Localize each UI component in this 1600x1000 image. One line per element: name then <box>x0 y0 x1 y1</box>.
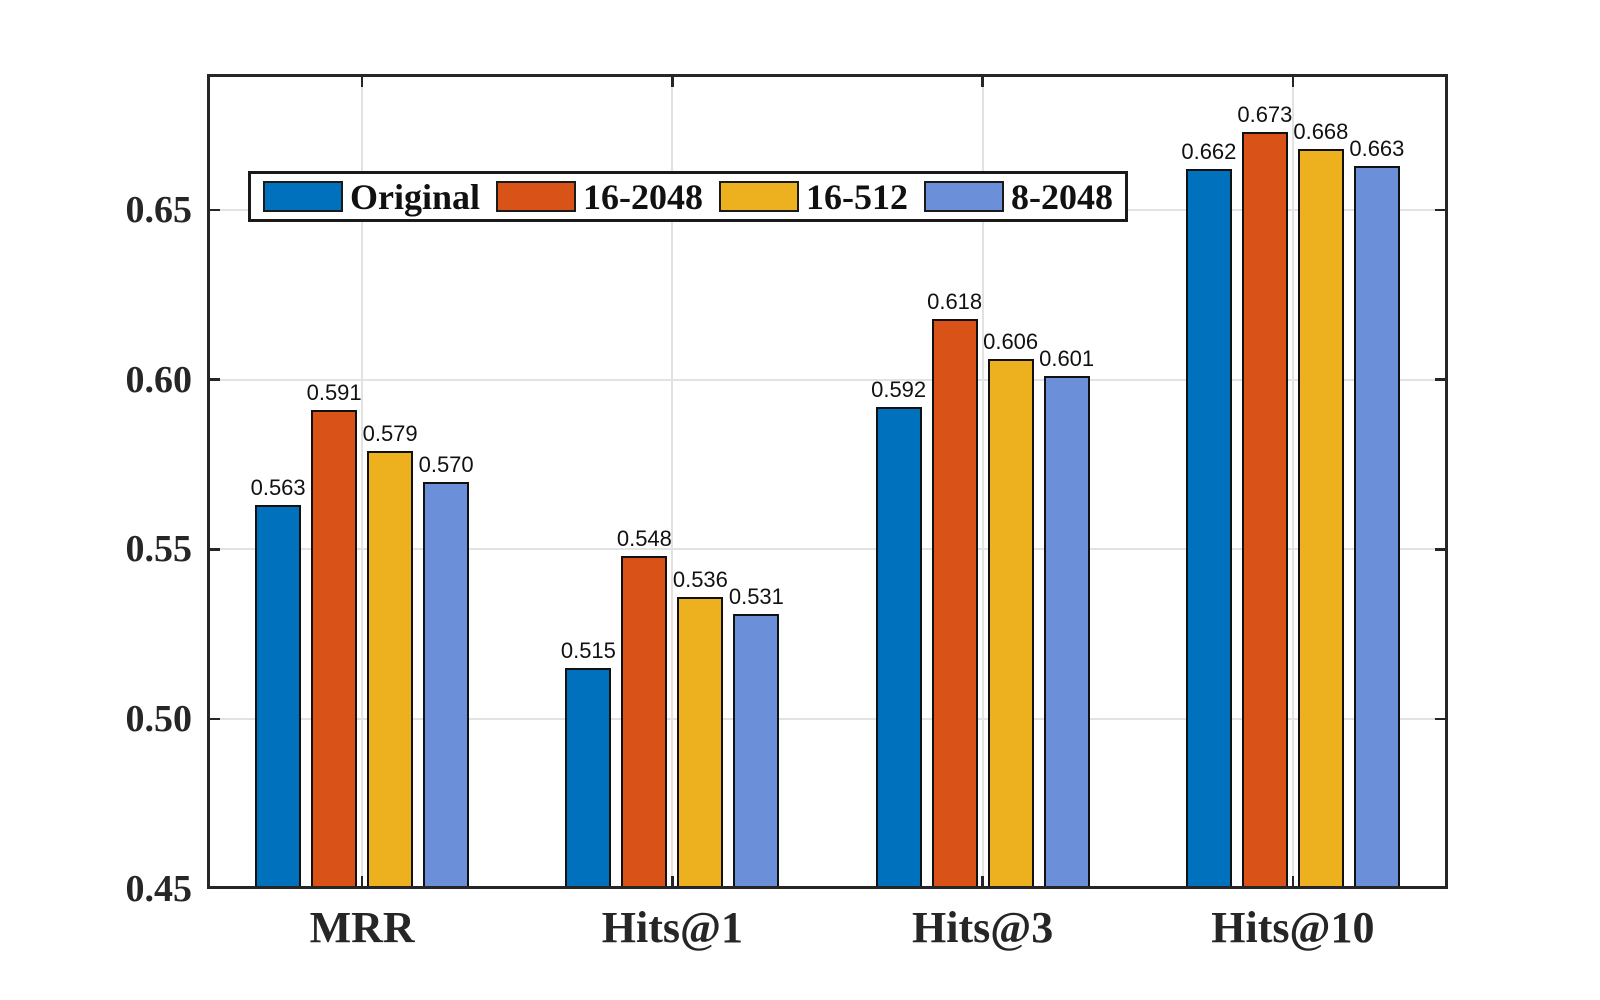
gridline-x-MRR <box>361 74 364 889</box>
ytick-right <box>1435 378 1448 381</box>
xtick-bottom <box>981 876 984 889</box>
bar-8-2048-Hits@10 <box>1353 165 1400 889</box>
ytick-left <box>207 208 220 212</box>
value-label-16-2048-Hits@10: 0.673 <box>1237 101 1293 127</box>
ytick-left <box>207 378 220 381</box>
gridline-y-0.60 <box>207 378 1448 381</box>
value-label-16-2048-MRR: 0.591 <box>306 380 362 406</box>
value-label-16-512-MRR: 0.579 <box>362 420 418 446</box>
bar-8-2048-Hits@3 <box>1043 376 1090 889</box>
ytick-right <box>1435 208 1448 212</box>
legend-swatch-8-2048 <box>923 181 1004 212</box>
legend: Original 16-2048 16-512 8-2048 <box>248 171 1128 222</box>
gridline-y-0.50 <box>207 718 1448 721</box>
value-label-16-2048-Hits@1: 0.548 <box>616 526 672 552</box>
value-label-16-512-Hits@10: 0.668 <box>1293 118 1349 144</box>
value-label-8-2048-Hits@10: 0.663 <box>1349 135 1405 161</box>
bar-16-2048-Hits@3 <box>931 318 978 889</box>
plot-area: 0.563 0.591 0.579 0.570 0.515 0.548 0.536 0.531… <box>207 74 1448 889</box>
xtick-top <box>360 74 364 87</box>
xtick-bottom <box>671 876 674 889</box>
legend-item-16-512: 16-512 <box>718 176 908 217</box>
gridline-x-Hits@3 <box>981 74 984 889</box>
ytick-label-0.45: 0.45 <box>125 868 193 910</box>
bar-Original-Hits@10 <box>1185 169 1232 889</box>
ytick-label-0.55: 0.55 <box>125 528 193 571</box>
value-label-16-512-Hits@3: 0.606 <box>983 329 1039 355</box>
gridline-y-0.55 <box>207 548 1448 551</box>
legend-item-8-2048: 8-2048 <box>923 176 1113 217</box>
xtick-bottom <box>360 876 364 889</box>
category-label-Hits@3: Hits@3 <box>912 903 1054 952</box>
legend-label-8-2048: 8-2048 <box>1010 176 1113 217</box>
bar-16-512-Hits@1 <box>677 596 724 889</box>
xtick-bottom <box>1291 876 1295 889</box>
category-label-Hits@1: Hits@1 <box>601 903 743 952</box>
value-label-Original-Hits@10: 0.662 <box>1181 139 1237 165</box>
gridline-x-Hits@10 <box>1291 74 1294 889</box>
ytick-left <box>207 548 220 551</box>
value-label-8-2048-MRR: 0.570 <box>418 451 474 477</box>
value-label-Original-Hits@3: 0.592 <box>871 376 927 402</box>
value-label-Original-Hits@1: 0.515 <box>560 638 616 664</box>
value-label-16-2048-Hits@3: 0.618 <box>927 288 983 314</box>
xtick-top <box>1291 74 1295 87</box>
bar-Original-Hits@1 <box>565 668 612 889</box>
legend-item-Original: Original <box>263 177 480 217</box>
bar-8-2048-MRR <box>423 481 470 889</box>
bar-16-2048-MRR <box>311 410 358 889</box>
bar-16-2048-Hits@10 <box>1241 131 1288 889</box>
legend-label-16-512: 16-512 <box>805 176 908 217</box>
category-label-MRR: MRR <box>309 903 415 952</box>
legend-label-16-2048: 16-2048 <box>583 176 703 217</box>
bar-16-512-Hits@10 <box>1297 148 1344 889</box>
xtick-top <box>671 74 674 87</box>
ytick-right <box>1435 717 1448 721</box>
category-label-Hits@10: Hits@10 <box>1211 903 1375 952</box>
ytick-label-0.60: 0.60 <box>125 358 193 401</box>
bar-16-512-MRR <box>367 450 414 889</box>
bar-16-2048-Hits@1 <box>621 556 668 889</box>
value-label-8-2048-Hits@3: 0.601 <box>1039 346 1095 372</box>
bar-Original-Hits@3 <box>875 406 922 889</box>
legend-swatch-16-512 <box>718 181 799 212</box>
ytick-left <box>207 717 220 721</box>
bar-8-2048-Hits@1 <box>733 613 780 889</box>
bar-Original-MRR <box>255 505 302 889</box>
ytick-label-0.50: 0.50 <box>125 698 193 741</box>
ytick-right <box>1435 548 1448 551</box>
ytick-label-0.65: 0.65 <box>125 188 193 231</box>
gridline-x-Hits@1 <box>671 74 674 889</box>
xtick-top <box>981 74 984 87</box>
value-label-16-512-Hits@1: 0.536 <box>672 566 728 592</box>
value-label-Original-MRR: 0.563 <box>250 475 306 501</box>
legend-label-Original: Original <box>350 176 481 217</box>
value-label-8-2048-Hits@1: 0.531 <box>728 583 784 609</box>
bar-16-512-Hits@3 <box>987 359 1034 889</box>
legend-item-16-2048: 16-2048 <box>496 177 703 217</box>
legend-swatch-16-2048 <box>496 181 576 212</box>
legend-swatch-Original <box>263 181 343 212</box>
